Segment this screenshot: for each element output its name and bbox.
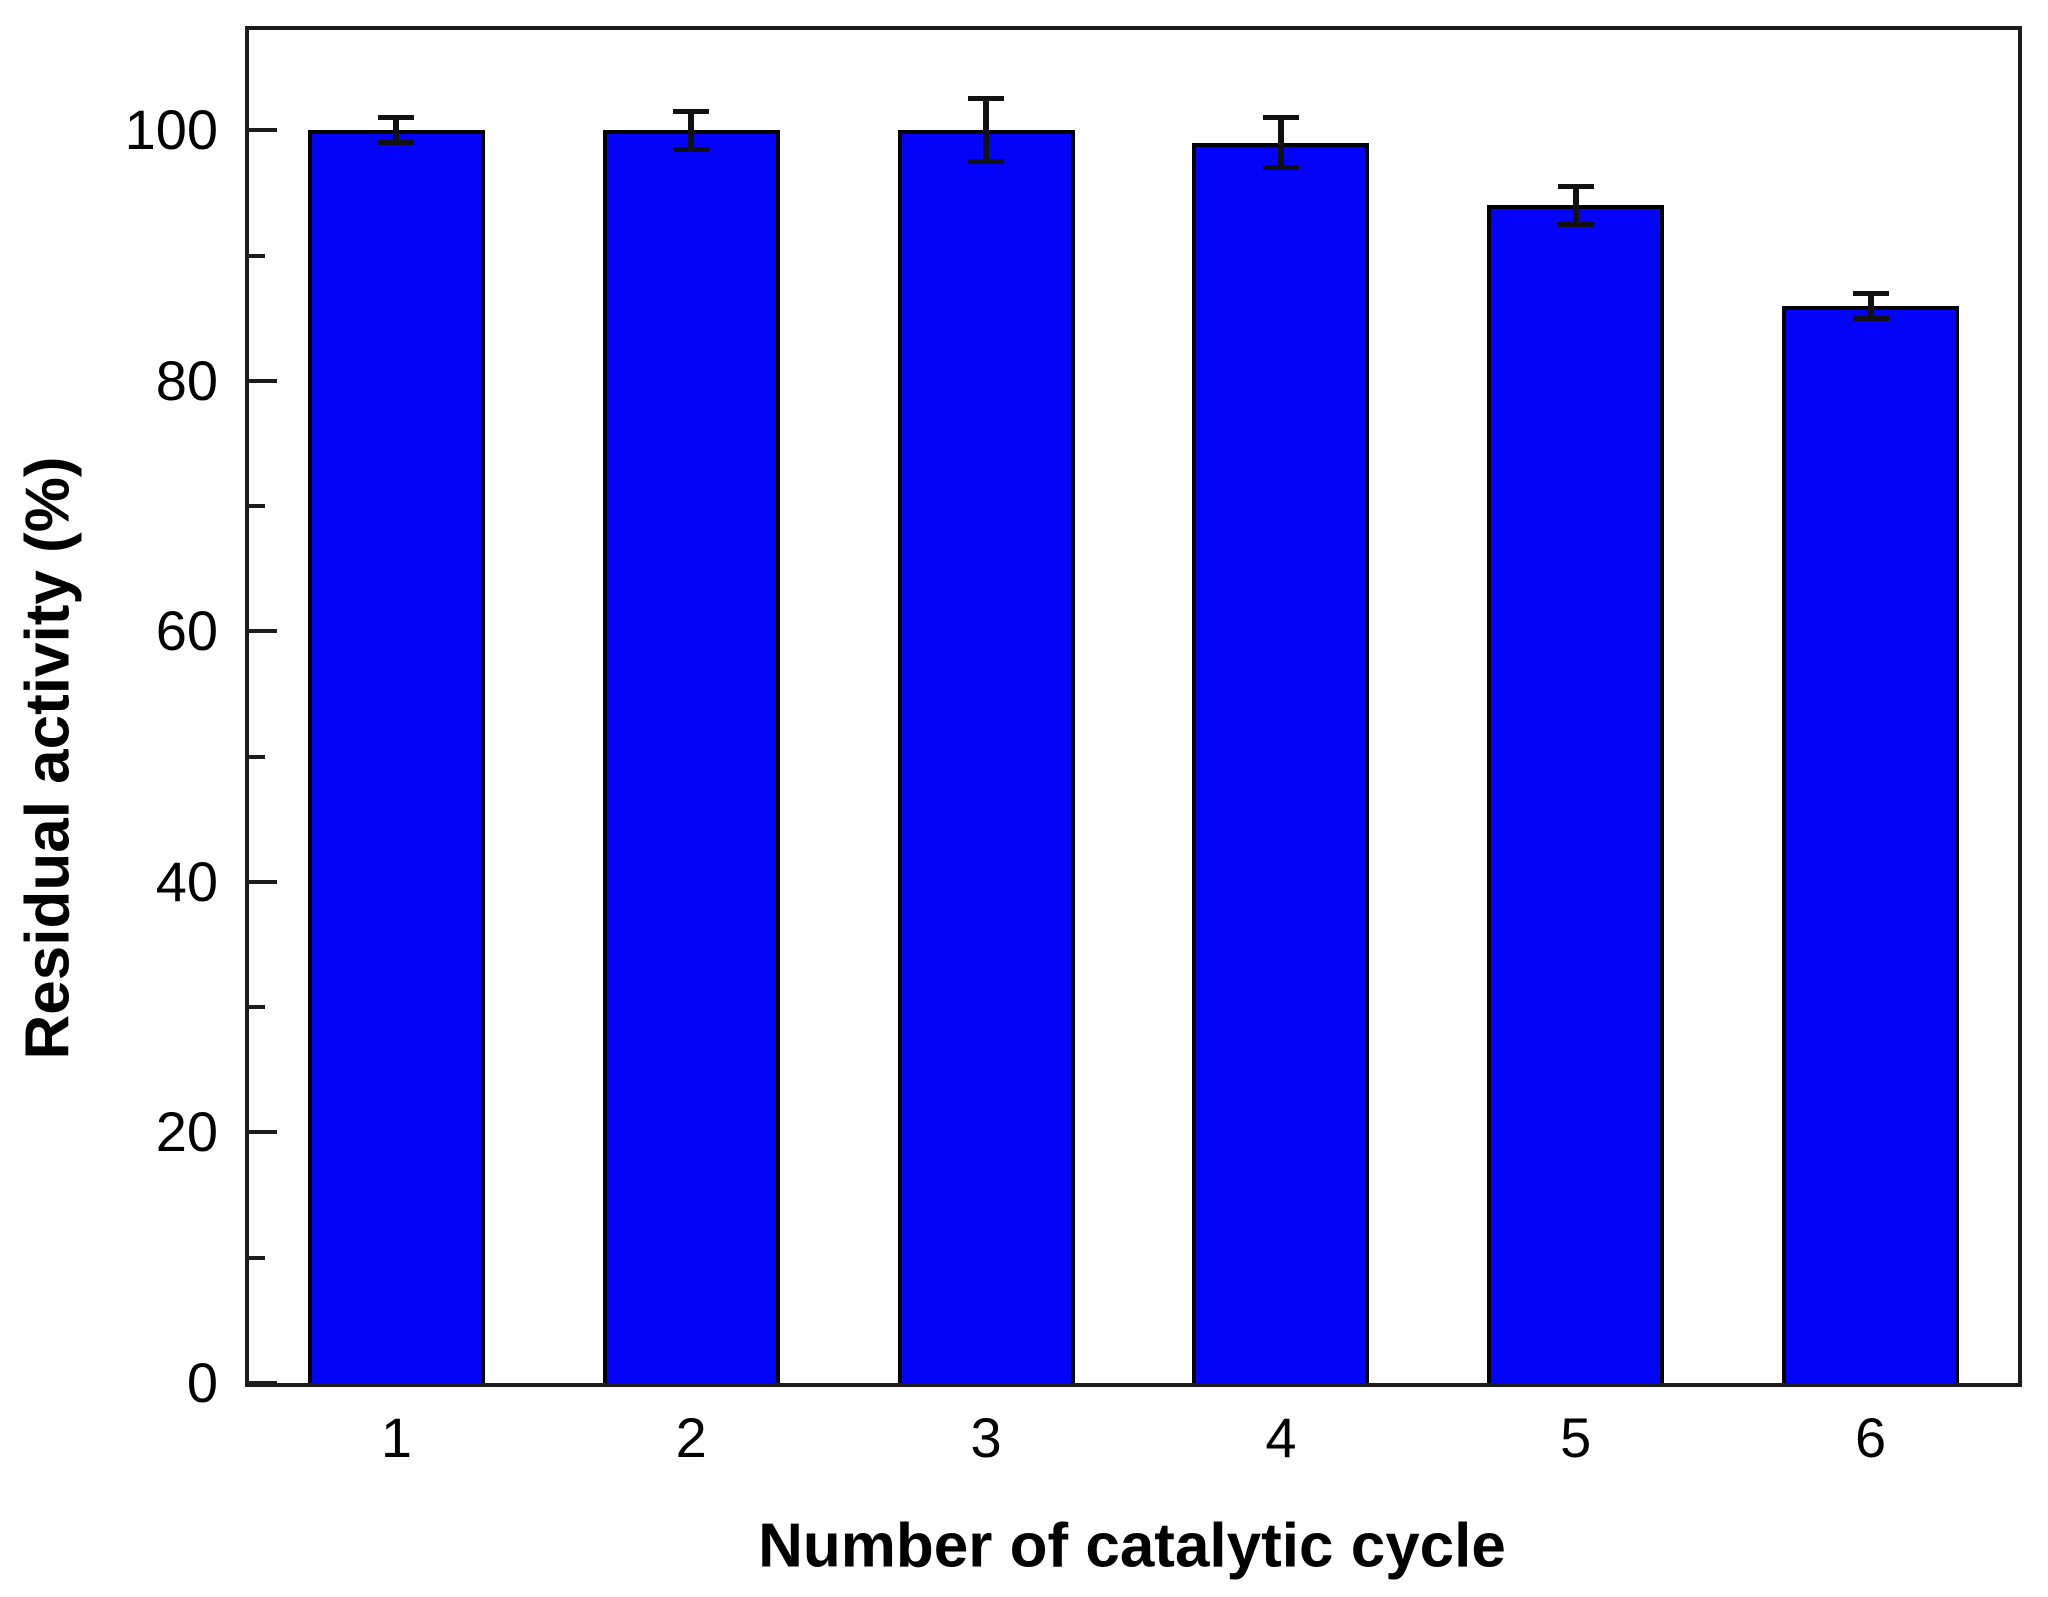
- error-bar-cap-top: [1557, 184, 1594, 190]
- error-bar-cap-bottom: [673, 146, 710, 152]
- y-minor-tick: [249, 504, 265, 509]
- y-tick-label: 20: [155, 1100, 218, 1164]
- x-tick-label: 5: [1560, 1406, 1592, 1469]
- error-bar-stem: [393, 117, 400, 143]
- y-major-tick: [249, 629, 277, 634]
- y-tick-label: 0: [186, 1351, 218, 1414]
- error-bar-cap-bottom: [378, 140, 415, 146]
- error-bar-cap-bottom: [1557, 221, 1594, 227]
- error-bar-cap-top: [1262, 115, 1299, 121]
- y-tick-label: 60: [155, 599, 218, 663]
- error-bar-cap-top: [1852, 290, 1889, 296]
- y-major-tick: [249, 128, 277, 133]
- y-minor-tick: [249, 1005, 265, 1010]
- x-tick-label: 2: [675, 1406, 707, 1469]
- error-bar-stem: [1867, 293, 1874, 319]
- bar-cycle-2: [602, 130, 780, 1387]
- error-bar-stem: [983, 98, 990, 162]
- plot-area: [245, 26, 2022, 1387]
- y-minor-tick: [249, 253, 265, 258]
- bar-cycle-1: [307, 130, 485, 1387]
- y-major-tick: [249, 1130, 277, 1135]
- error-bar-stem: [688, 111, 695, 149]
- error-bar-cap-top: [378, 115, 415, 121]
- error-bar-stem: [1572, 186, 1579, 225]
- x-tick-label: 6: [1855, 1406, 1887, 1469]
- x-tick-label: 1: [380, 1406, 412, 1469]
- x-tick-label: 3: [970, 1406, 1002, 1469]
- bar-cycle-3: [897, 130, 1075, 1387]
- bar-cycle-6: [1782, 305, 1960, 1387]
- y-tick-label: 100: [124, 98, 218, 162]
- x-axis-title: Number of catalytic cycle: [758, 1511, 1506, 1581]
- y-major-tick: [249, 378, 277, 383]
- error-bar-cap-bottom: [1852, 315, 1889, 321]
- y-axis-title: Residual activity (%): [13, 456, 83, 1060]
- y-major-tick: [249, 1381, 277, 1385]
- y-tick-label: 80: [155, 348, 218, 412]
- y-minor-tick: [249, 754, 265, 759]
- error-bar-cap-bottom: [968, 159, 1005, 165]
- error-bar-cap-top: [673, 108, 710, 114]
- y-minor-tick: [249, 1255, 265, 1260]
- bar-cycle-4: [1192, 142, 1370, 1387]
- error-bar-cap-bottom: [1262, 165, 1299, 171]
- y-tick-label: 40: [155, 849, 218, 913]
- y-major-tick: [249, 879, 277, 884]
- bar-cycle-5: [1487, 205, 1665, 1387]
- error-bar-stem: [1277, 117, 1284, 168]
- x-tick-label: 4: [1265, 1406, 1297, 1469]
- error-bar-cap-top: [968, 96, 1005, 102]
